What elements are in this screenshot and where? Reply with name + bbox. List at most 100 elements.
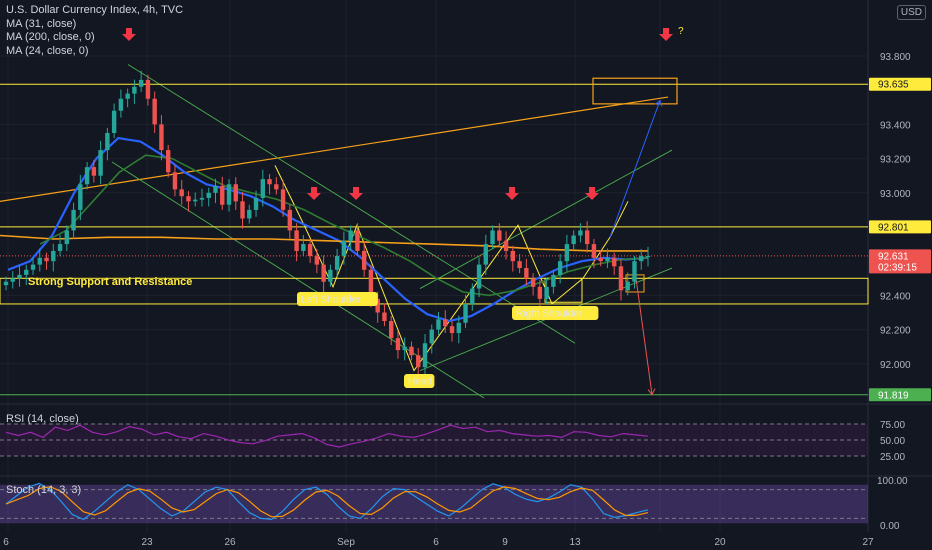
bullish-arrow-head [654,99,663,107]
candle-body [260,179,265,198]
candle-body [179,189,184,197]
annotation-labels: Left Shoulder Head Right Shoulder Strong Su… [28,276,599,388]
top-arrow-icon [122,28,136,41]
time-axis: 6 23 26 Sep 6 9 13 20 27 [3,537,874,548]
candle-body [111,110,117,133]
candle-body [591,244,597,258]
candle-body [503,240,509,251]
legend-ma24[interactable]: MA (24, close, 0) [6,44,89,57]
grid [0,0,932,532]
candle-body [280,189,286,210]
candle-body [355,230,360,251]
time-tick-5: 9 [502,537,508,548]
candle-body [274,184,279,190]
legend-ma200[interactable]: MA (200, close, 0) [6,31,95,43]
price-tag-current: 92.631 [878,251,909,262]
time-tick-8: 27 [862,537,874,548]
candle-body [584,230,590,245]
currency-button[interactable]: USD [896,5,926,20]
candle-body [10,278,15,282]
target-box-top [592,77,678,105]
candle-body [524,268,529,279]
price-tag-neckline: 92.801 [878,222,909,233]
stoch-label[interactable]: Stoch (14, 3, 3) [6,484,82,496]
candle-body [328,269,333,282]
price-tick-6: 92.000 [880,360,911,371]
candle-body [564,244,570,262]
candle-body [605,257,610,262]
price-tag-resistance-bg [869,77,931,91]
left-shoulder-label-bg [297,292,378,306]
price-tick-4: 92.400 [880,291,911,302]
right-shoulder-arrow-icon [585,187,599,200]
question-mark: ? [678,26,684,37]
candle-body [132,86,137,94]
time-tick-6: 13 [569,537,581,548]
right-shoulder-label-bg [512,306,599,320]
candle-body [476,264,482,289]
support-zone-box [0,277,869,305]
candle-body [625,281,630,291]
candle-body [321,264,326,282]
price-tag-resistance: 93.635 [878,80,909,91]
candle-body [551,274,556,287]
head-label-bg [404,374,435,388]
candle-body [422,343,428,368]
right-shoulder-box [544,277,583,303]
legend-ma31[interactable]: MA (31, close) [6,17,77,30]
candle-body [334,256,340,270]
candle-body [172,172,178,190]
candle-body [409,346,414,356]
descending-channel-upper [127,64,576,344]
candle-body [429,329,434,344]
price-tag-neckline-bg [869,220,931,234]
time-tick-2: 26 [224,537,236,548]
chart-legend: U.S. Dollar Currency Index, 4h, TVC MA (… [6,4,183,58]
candle-body [544,286,549,299]
indicator-bands [0,423,868,524]
candle-body [84,167,90,185]
candle-body [152,98,157,125]
left-shoulder-label: Left Shoulder [301,295,361,306]
drawings [0,64,869,399]
price-tag-current-countdown: 02:39:15 [878,262,917,273]
rsi-label[interactable]: RSI (14, close) [6,413,79,425]
support-label: Strong Support and Resistance [28,276,192,288]
price-tag-current-bg [869,249,931,274]
candle-body [294,230,299,251]
candle-body [98,150,103,176]
question-arrow-icon [659,28,673,41]
price-tick-2: 93.200 [880,155,911,166]
candle-body [361,250,367,270]
chart-title: U.S. Dollar Currency Index, 4h, TVC [6,4,184,16]
candle-body [449,326,455,334]
candle-body [389,321,394,339]
candle-body [490,230,495,245]
candle-body [51,250,56,262]
stoch-band [0,484,868,524]
candle-body [301,244,306,251]
candle-body [247,209,252,219]
candle-body [71,209,76,231]
ma200-line [0,234,648,252]
candle-body [213,185,218,193]
candle-body [537,286,543,299]
candle-body [443,319,448,327]
price-tick-5: 92.200 [880,326,911,337]
candle-body [78,184,83,210]
candle-body [463,303,468,323]
price-tick-3: 93.000 [880,189,911,200]
candle-body [233,184,238,202]
candle-body [639,256,644,262]
price-tag-target: 91.819 [878,390,909,401]
candle-body [3,281,9,286]
candle-body [105,132,110,151]
ma24-line [39,154,649,297]
candle-body [612,257,617,267]
candle-body [530,278,536,287]
candle-body [557,261,563,275]
candle-body [17,274,22,279]
bearish-projection [635,278,653,395]
candle-body [199,197,205,200]
